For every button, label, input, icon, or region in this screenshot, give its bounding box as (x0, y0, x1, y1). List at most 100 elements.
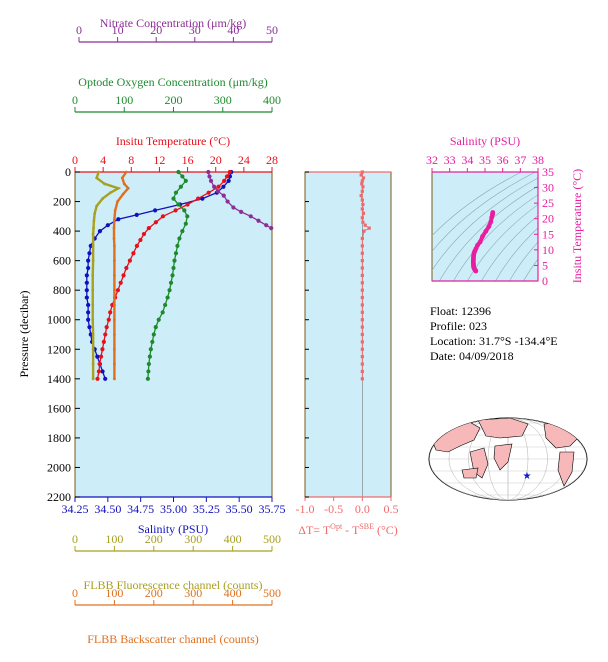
salinity-point (100, 369, 105, 374)
backscatter-point (113, 318, 116, 322)
oxygen-point (150, 339, 155, 344)
oxygen-point (145, 376, 150, 381)
delta-t-point (360, 318, 364, 322)
salinity-point (86, 302, 91, 308)
salinity-axis-tick-label: 34.50 (94, 502, 121, 516)
temperature-point (134, 243, 140, 248)
delta-t-point (360, 244, 364, 248)
delta-t-plot-area (304, 171, 392, 498)
delta-t-point (360, 303, 364, 307)
backscatter-point (116, 200, 119, 203)
ts-contour (453, 194, 538, 281)
ts-temp-tick-label: 25 (542, 196, 554, 210)
delta-t-point (359, 173, 363, 177)
backscatter-point (113, 209, 117, 212)
world-map: ★ (428, 417, 588, 501)
salinity-point (84, 280, 89, 285)
oxygen-axis-tick-label: 400 (263, 93, 281, 107)
oxygen-point (175, 243, 180, 248)
salinity-point (221, 184, 226, 189)
temperature-point (185, 202, 190, 207)
ts-point (489, 215, 495, 220)
salinity-axis-tick-label: 35.50 (226, 502, 253, 516)
ts-point (488, 219, 494, 225)
delta-t-point (367, 226, 371, 230)
salinity-axis-title: Salinity (PSU) (138, 522, 208, 536)
delta-t-point (360, 288, 364, 292)
backscatter-axis-tick-label: 200 (145, 586, 163, 600)
backscatter-axis-tick-label: 500 (263, 586, 281, 600)
salinity-axis-tick-label: 35.75 (259, 502, 286, 516)
delta-t-point (360, 332, 364, 337)
pressure-tick-label: 1200 (47, 342, 71, 356)
map-landmass (477, 418, 529, 439)
delta-t-point (360, 236, 364, 241)
salinity-point (84, 295, 89, 300)
temperature-axis-title: Insitu Temperature (°C) (116, 134, 230, 148)
salinity-point (95, 354, 100, 359)
fluorescence-point (93, 211, 97, 215)
fluorescence-axis-tick-label: 500 (263, 532, 281, 546)
salinity-point (227, 174, 233, 179)
delta-t-point (360, 207, 364, 211)
oxygen-point (176, 169, 181, 175)
temperature-point (160, 214, 166, 219)
temperature-axis-tick-label: 4 (100, 153, 106, 167)
fluorescence-axis-tick-label: 400 (224, 532, 242, 546)
map-landmass (493, 443, 513, 471)
profile-date: Date: 04/09/2018 (430, 349, 514, 363)
nitrate-point (239, 209, 244, 214)
salinity-point (153, 208, 158, 213)
temperature-point (124, 265, 129, 271)
ts-contour (588, 162, 608, 291)
ts-density-contours (432, 162, 608, 291)
backscatter-point (126, 186, 130, 190)
backscatter-point (113, 333, 116, 336)
nitrate-axis-tick-label: 30 (189, 23, 201, 37)
temperature-axis-tick-label: 12 (153, 153, 165, 167)
temperature-point (118, 280, 123, 285)
backscatter-axis-tick-label: 400 (224, 586, 242, 600)
ts-contour (523, 258, 538, 281)
oxygen-point (176, 202, 181, 207)
fluorescence-point (91, 274, 95, 277)
oxygen-point (170, 273, 175, 278)
delta-t-axis-title: ΔT= TOpt - TSBE (°C) (298, 522, 398, 537)
oxygen-point (183, 178, 188, 183)
salinity-axis-tick-label: 35.25 (193, 502, 220, 516)
ts-contour-group (432, 162, 608, 291)
nitrate-axis-tick-label: 50 (266, 23, 278, 37)
oxygen-axis-title: Optode Oxygen Concentration (μm/kg) (78, 75, 267, 89)
delta-t-point (361, 185, 365, 189)
fluorescence-point (91, 362, 95, 366)
temperature-point (138, 237, 143, 243)
oxygen-axis-tick-label: 300 (214, 93, 232, 107)
nitrate-point (206, 169, 211, 175)
salinity-point (86, 310, 91, 315)
ts-point (483, 228, 489, 234)
fluorescence-point (91, 303, 95, 307)
salinity-point (86, 258, 91, 263)
delta-t-point (361, 220, 365, 224)
pressure-tick-label: 0 (65, 165, 71, 179)
oxygen-point (151, 332, 156, 337)
profile-number: Profile: 023 (430, 319, 487, 333)
oxygen-point (146, 369, 151, 374)
delta-t-point (360, 355, 364, 359)
temperature-point (146, 226, 151, 231)
salinity-point (86, 317, 91, 322)
temperature-point (141, 231, 147, 237)
temperature-point (216, 184, 221, 189)
temperature-point (95, 376, 100, 381)
nitrate-point (208, 178, 214, 183)
salinity-point (84, 288, 89, 293)
salinity-point (88, 243, 93, 248)
fluorescence-point (95, 176, 99, 180)
oxygen-axis-tick-label: 200 (165, 93, 183, 107)
pressure-tick-label: 800 (53, 283, 71, 297)
pressure-axis-title: Pressure (decibar) (17, 291, 31, 378)
salinity-point (105, 223, 110, 228)
delta-t-point (360, 266, 364, 270)
oxygen-point (163, 302, 168, 308)
temperature-point (121, 273, 126, 278)
